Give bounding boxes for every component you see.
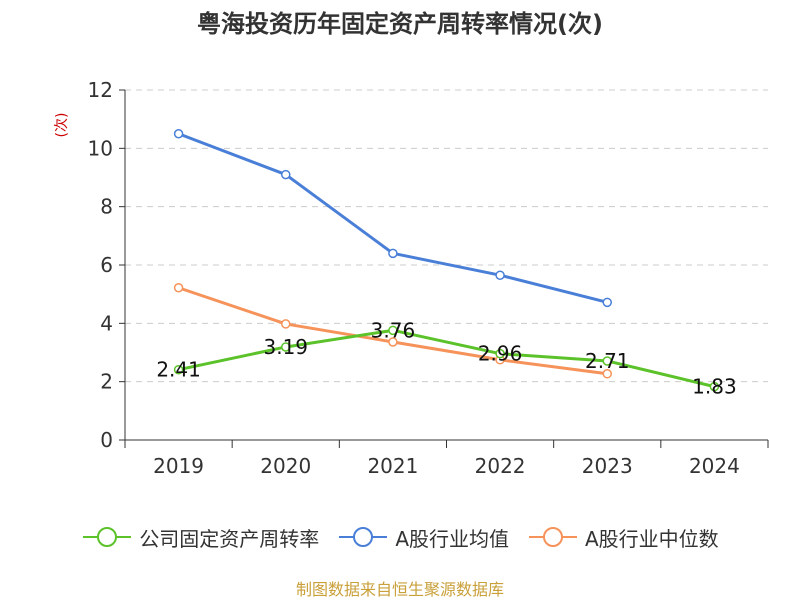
data-point — [388, 325, 398, 336]
legend-item[interactable]: A股行业中位数 — [527, 523, 719, 552]
legend-line-marker-icon — [529, 527, 577, 547]
data-point — [709, 381, 720, 392]
data-label: 3.76 — [371, 318, 416, 342]
legend: 公司固定资产周转率 A股行业均值 A股行业中位数 — [0, 520, 800, 554]
x-tick-label: 2021 — [367, 454, 418, 478]
data-label: 3.19 — [263, 335, 308, 359]
legend-line-marker-icon — [83, 527, 132, 547]
data-point — [602, 369, 612, 379]
y-tick-label: 0 — [100, 428, 113, 452]
legend-label: A股行业均值 — [395, 526, 509, 551]
x-tick-label: 2024 — [689, 454, 740, 478]
series-line — [178, 328, 715, 389]
legend-item[interactable]: A股行业均值 — [337, 523, 509, 552]
series-line — [178, 132, 608, 304]
data-label: 2.71 — [585, 349, 630, 373]
y-tick-label: 4 — [100, 311, 113, 335]
data-point — [173, 129, 184, 139]
data-point — [602, 356, 612, 366]
data-point — [602, 297, 612, 308]
data-label: 1.83 — [692, 375, 737, 399]
y-tick-label: 10 — [88, 136, 113, 160]
legend-item[interactable]: 公司固定资产周转率 — [81, 523, 319, 552]
legend-label: 公司固定资产周转率 — [139, 526, 320, 551]
x-tick-label: 2019 — [153, 454, 204, 478]
data-label: 2.96 — [478, 342, 523, 366]
legend-label: A股行业中位数 — [585, 526, 719, 551]
data-label: 2.41 — [156, 358, 201, 382]
data-point — [281, 319, 291, 329]
y-tick-label: 2 — [100, 370, 113, 394]
data-point — [388, 337, 398, 347]
x-tick-label: 2022 — [475, 454, 526, 478]
legend-line-marker-icon — [339, 527, 388, 547]
x-tick-label: 2023 — [582, 454, 633, 478]
y-axis-label: (次) — [54, 113, 70, 138]
data-point — [173, 364, 184, 375]
y-tick-label: 6 — [100, 253, 113, 277]
data-point — [281, 342, 291, 352]
chart-title: 粤海投资历年固定资产周转率情况(次) — [197, 10, 603, 38]
y-tick-label: 12 — [88, 78, 113, 102]
data-point — [281, 169, 291, 180]
data-point — [388, 248, 398, 259]
data-point — [173, 283, 184, 293]
y-tick-label: 8 — [100, 195, 113, 219]
x-tick-label: 2020 — [260, 454, 311, 478]
source-note: 制图数据来自恒生聚源数据库 — [295, 580, 504, 599]
data-point — [495, 348, 505, 359]
data-point — [495, 270, 505, 280]
